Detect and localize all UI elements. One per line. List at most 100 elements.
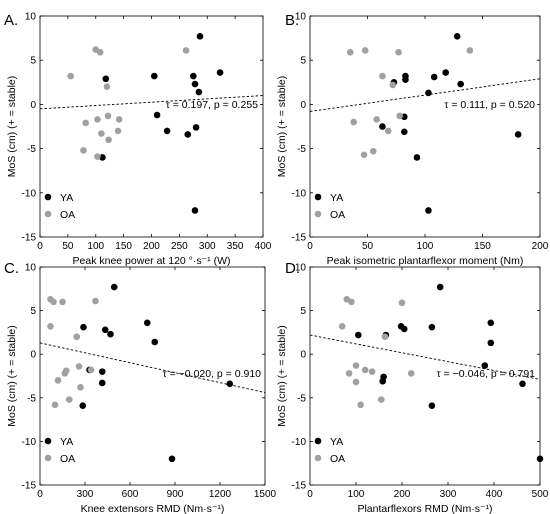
data-point-ya	[401, 128, 408, 136]
data-point-oa	[65, 396, 73, 403]
plot-frame	[39, 15, 264, 238]
x-tick-label: 400	[255, 241, 272, 252]
data-point-ya	[98, 379, 106, 387]
legend-label-ya: YA	[60, 192, 73, 204]
x-tick-label: 400	[486, 489, 503, 500]
data-point-ya	[102, 75, 110, 83]
y-axis-label: MoS (cm) (+ = stable)	[6, 76, 18, 178]
data-point-oa	[379, 72, 386, 80]
data-point-ya	[79, 402, 87, 409]
y-tick-label: 5	[30, 306, 36, 317]
data-point-ya	[98, 368, 106, 375]
legend-marker-oa	[314, 454, 322, 462]
legend-marker-oa	[44, 454, 52, 462]
data-point-ya	[190, 72, 197, 80]
panel-label: B.	[285, 12, 299, 29]
data-point-oa	[352, 378, 360, 386]
data-point-ya	[191, 207, 199, 214]
y-tick-label: -10	[22, 188, 37, 199]
data-point-oa	[373, 116, 381, 123]
legend-label-oa: OA	[330, 209, 345, 221]
x-tick-label: 200	[532, 241, 549, 252]
data-point-ya	[425, 207, 432, 214]
data-point-oa	[104, 112, 112, 120]
legend: YA OA	[314, 192, 345, 221]
y-tick-label: 5	[30, 56, 36, 67]
data-point-oa	[61, 370, 69, 377]
data-point-ya	[80, 323, 87, 331]
data-point-ya	[428, 323, 436, 331]
data-point-oa	[396, 112, 404, 120]
y-tick-label: -15	[22, 481, 37, 492]
data-point-ya	[191, 80, 199, 88]
x-tick-label: 50	[62, 241, 74, 252]
data-point-ya	[481, 362, 489, 369]
data-point-ya	[425, 89, 432, 97]
x-tick-label: 100	[87, 241, 104, 252]
y-tick-label: -15	[292, 481, 307, 492]
data-point-oa	[395, 48, 402, 56]
x-tick-label: 0	[307, 489, 313, 500]
x-tick-label: 150	[474, 241, 491, 252]
legend-label-ya: YA	[330, 436, 343, 448]
legend-marker-ya	[314, 437, 322, 445]
x-tick-label: 0	[307, 241, 313, 252]
y-axis-label: MoS (cm) (+ = stable)	[276, 76, 288, 178]
data-point-ya	[487, 319, 495, 327]
data-point-oa	[369, 147, 377, 155]
data-point-ya	[402, 76, 409, 83]
data-point-ya	[216, 69, 224, 76]
data-point-oa	[182, 47, 190, 54]
y-tick-label: -15	[292, 233, 307, 244]
plot-frame	[309, 266, 541, 486]
x-tick-label: 100	[417, 241, 434, 252]
legend-label-oa: OA	[60, 209, 75, 221]
y-axis-label: MoS (cm) (+ = stable)	[6, 325, 18, 427]
chart-panel-3: 0 300 600 900 1200 1500 10 5 0 -5 -10 -15 Knee exten…	[4, 260, 277, 514]
x-tick-label: 200	[394, 489, 411, 500]
x-axis-label: Peak knee power at 120 °·s⁻¹ (W)	[73, 255, 231, 267]
y-axis-label: MoS (cm) (+ = stable)	[276, 325, 288, 427]
data-point-oa	[466, 47, 474, 54]
data-point-ya	[192, 124, 200, 131]
data-point-oa	[80, 147, 87, 154]
legend-marker-ya	[44, 193, 52, 201]
trend-line	[39, 342, 266, 394]
trend-line	[309, 334, 541, 380]
data-point-oa	[345, 370, 353, 377]
plot-frame	[39, 266, 266, 486]
y-tick-label: -5	[297, 393, 306, 404]
data-point-oa	[407, 370, 415, 377]
y-tick-label: 10	[295, 263, 307, 274]
data-point-ya	[99, 154, 106, 161]
legend: YA OA	[44, 436, 75, 465]
data-point-ya	[196, 33, 204, 40]
x-tick-label: 1500	[254, 489, 277, 500]
chart-panel-4: 0 100 200 300 400 500 10 5 0 -5 -10 -15 Plantarflexo…	[276, 260, 549, 514]
y-tick-label: 0	[30, 350, 36, 361]
x-tick-label: 150	[115, 241, 132, 252]
x-tick-label: 1200	[209, 489, 232, 500]
data-point-ya	[536, 455, 544, 463]
data-point-ya	[519, 380, 526, 388]
y-tick-label: -15	[22, 233, 37, 244]
x-tick-label: 300	[77, 489, 94, 500]
data-point-oa	[54, 377, 62, 384]
x-tick-label: 500	[532, 489, 549, 500]
data-point-ya	[430, 73, 438, 81]
data-point-oa	[59, 298, 66, 306]
y-tick-label: 5	[300, 306, 306, 317]
data-point-oa	[67, 72, 74, 80]
y-tick-label: -10	[292, 437, 307, 448]
data-point-oa	[103, 83, 111, 91]
legend-label-ya: YA	[60, 436, 73, 448]
data-point-oa	[361, 366, 369, 374]
panel-label: A.	[4, 12, 18, 29]
panel-label: D.	[285, 260, 300, 277]
data-point-ya	[153, 111, 161, 119]
x-tick-label: 900	[167, 489, 184, 500]
data-point-oa	[389, 81, 397, 89]
trend-line	[309, 78, 541, 112]
data-point-oa	[75, 363, 83, 370]
